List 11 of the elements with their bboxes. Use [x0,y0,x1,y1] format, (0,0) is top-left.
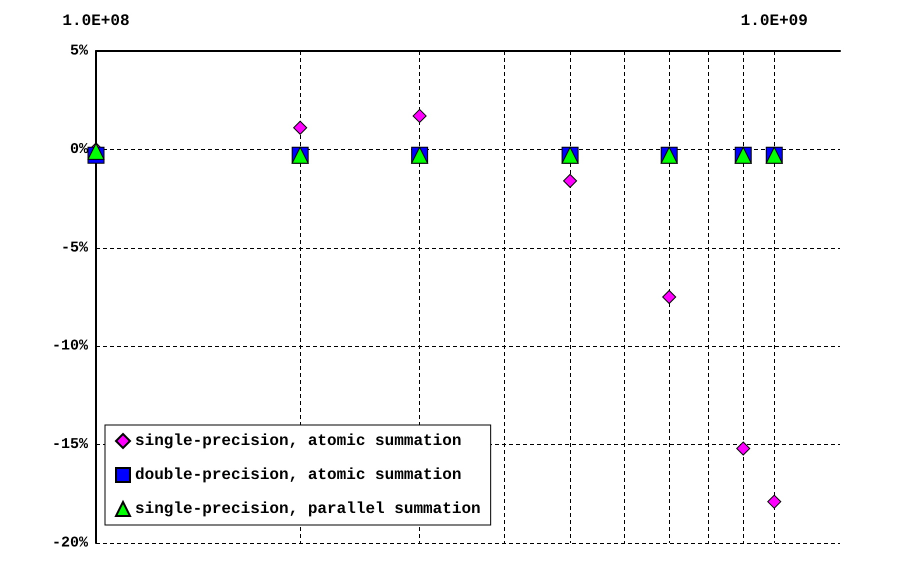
y-tick-label: -20% [52,534,89,552]
x-tick-label: 1.0E+09 [740,12,808,30]
y-tick-label: -15% [52,436,89,454]
y-tick-label: 5% [70,42,89,60]
y-tick-label: -10% [52,338,89,355]
y-tick-label: -5% [60,239,89,256]
x-tick-label: 1.0E+08 [62,12,130,30]
legend-label: double-precision, atomic summation [135,466,462,484]
legend-label: single-precision, atomic summation [135,432,462,450]
legend-label: single-precision, parallel summation [135,500,481,518]
y-tick-label: 0% [70,140,89,158]
